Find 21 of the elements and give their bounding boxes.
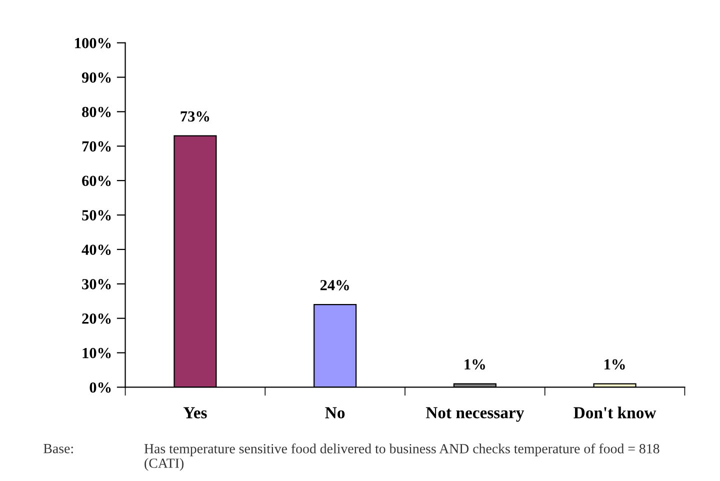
x-tick-label: Don't know xyxy=(574,406,656,418)
y-tick-label: 10% xyxy=(82,348,111,358)
y-tick-label: 90% xyxy=(82,72,111,83)
data-label: 1% xyxy=(604,359,625,370)
y-tick-label: 30% xyxy=(82,279,111,290)
y-tick-label: 40% xyxy=(82,244,111,255)
y-tick-label: 0% xyxy=(90,382,111,393)
y-tick-label: 50% xyxy=(82,210,111,221)
y-tick-label: 20% xyxy=(82,313,111,324)
y-tick-label: 100% xyxy=(75,38,111,48)
data-label: 24% xyxy=(320,280,349,290)
y-tick-label: 70% xyxy=(82,141,111,152)
text: Base: xyxy=(44,444,73,454)
x-tick-label: Not necessary xyxy=(426,407,524,422)
data-label: 73% xyxy=(180,111,210,122)
x-tick-label: No xyxy=(325,407,345,418)
data-label: 1% xyxy=(464,359,485,370)
x-tick-label: Yes xyxy=(183,407,207,418)
y-tick-label: 60% xyxy=(82,176,111,186)
text: Has temperature sensitive food delivered to business AND checks temperature of food = 818 (CATI) xyxy=(144,443,660,471)
y-tick-label: 80% xyxy=(82,106,111,118)
